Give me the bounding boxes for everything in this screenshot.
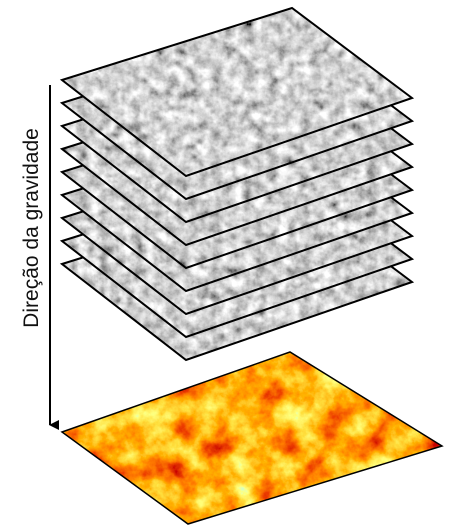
slice bbox=[59, 6, 415, 178]
heatmap-outline bbox=[60, 351, 444, 525]
heatmap-texture bbox=[62, 352, 442, 524]
heatmap-slice bbox=[60, 351, 444, 525]
gravity-label: Direção da gravidade bbox=[20, 128, 43, 328]
slice-stack bbox=[59, 6, 415, 362]
slice-outline bbox=[59, 6, 415, 178]
slice-texture bbox=[62, 8, 412, 176]
